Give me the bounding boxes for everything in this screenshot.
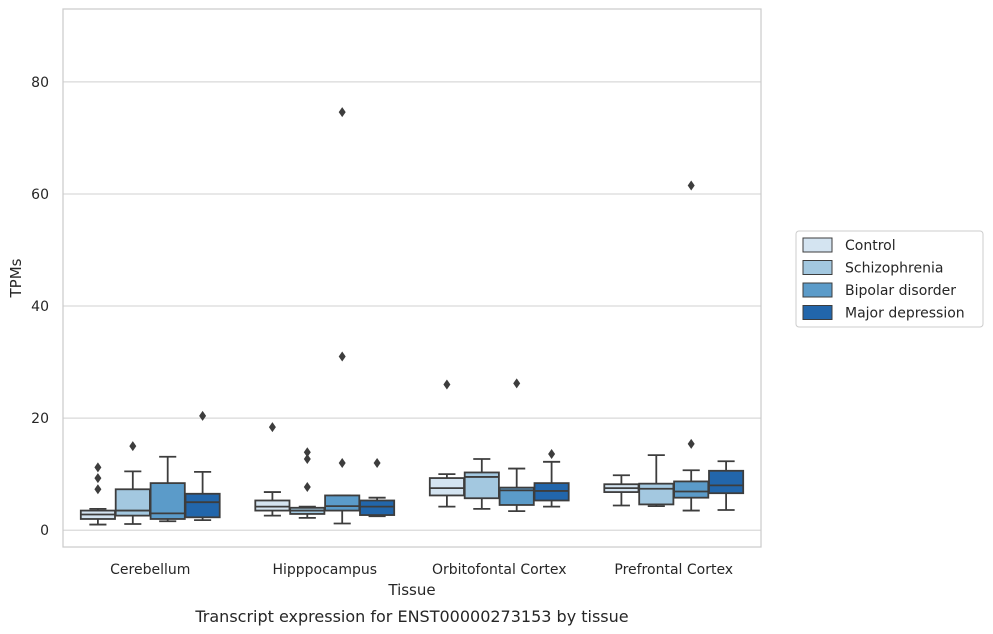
box-plot	[498, 378, 535, 513]
outlier-point	[548, 448, 556, 459]
outlier-point	[338, 351, 346, 362]
box-plot	[428, 379, 465, 508]
box-plot	[289, 447, 326, 519]
y-tick-label: 60	[31, 187, 49, 203]
box-body	[254, 499, 291, 512]
box-body	[184, 492, 221, 519]
box-plot	[463, 458, 500, 510]
box-body	[673, 480, 710, 499]
outlier-point	[94, 473, 102, 484]
legend-swatch	[802, 282, 833, 298]
plot-area-frame	[62, 8, 762, 548]
outlier-point	[338, 107, 346, 118]
box-plot	[114, 441, 151, 525]
outlier-point	[687, 180, 695, 191]
outlier-point	[443, 379, 451, 390]
legend-entry: Control	[845, 238, 896, 254]
box-plot	[638, 454, 675, 507]
outlier-point	[303, 482, 311, 493]
x-tick-label: Orbitofontal Cortex	[432, 562, 567, 578]
outlier-point	[199, 410, 207, 421]
legend-entry: Major depression	[845, 306, 965, 322]
chart-title: Transcript expression for ENST0000027315…	[194, 607, 628, 626]
box-plot	[603, 474, 640, 507]
legend-entry: Schizophrenia	[845, 261, 943, 277]
box-plot	[673, 180, 710, 512]
grid-layer	[63, 81, 761, 531]
y-tick-label: 40	[31, 299, 49, 315]
outlier-point	[129, 441, 137, 452]
y-axis-label: TPMs	[7, 258, 25, 298]
box-plot	[184, 410, 221, 521]
outlier-point	[513, 378, 521, 389]
x-tick-labels: Cerebellum Hipppocampus Orbitofontal Corte…	[110, 562, 733, 578]
x-tick-label: Hipppocampus	[272, 562, 377, 578]
outlier-point	[268, 422, 276, 433]
outlier-point	[687, 438, 695, 449]
legend: Control Schizophrenia Bipolar disorder Majo…	[795, 230, 984, 328]
y-tick-label: 80	[31, 75, 49, 91]
y-tick-labels: 0 20 40 60 80	[31, 75, 49, 539]
outlier-point	[303, 454, 311, 465]
boxes-layer	[79, 107, 745, 526]
outlier-point	[94, 484, 102, 495]
y-tick-label: 20	[31, 411, 49, 427]
box-body	[638, 482, 675, 506]
outlier-point	[338, 457, 346, 468]
box-plot	[79, 462, 116, 526]
x-tick-label: Cerebellum	[110, 562, 190, 578]
outlier-point	[303, 447, 311, 458]
box-plot	[708, 460, 745, 511]
legend-swatch	[802, 237, 833, 253]
box-plot	[149, 455, 186, 523]
box-plot	[254, 422, 291, 517]
box-body	[708, 469, 745, 495]
box-plot	[359, 457, 396, 518]
legend-frame	[795, 230, 984, 328]
legend-swatch	[802, 260, 833, 275]
x-axis-label: Tissue	[387, 581, 435, 599]
legend-swatch	[802, 305, 833, 320]
box-plot	[533, 448, 570, 508]
outlier-point	[373, 457, 381, 468]
box-plot	[324, 107, 361, 525]
box-body	[324, 494, 361, 512]
box-body	[428, 477, 465, 497]
box-body	[114, 488, 151, 517]
legend-entry: Bipolar disorder	[845, 283, 956, 299]
outlier-point	[94, 462, 102, 473]
y-tick-label: 0	[40, 523, 49, 539]
x-tick-label: Prefrontal Cortex	[614, 562, 733, 578]
box-body	[359, 499, 396, 516]
